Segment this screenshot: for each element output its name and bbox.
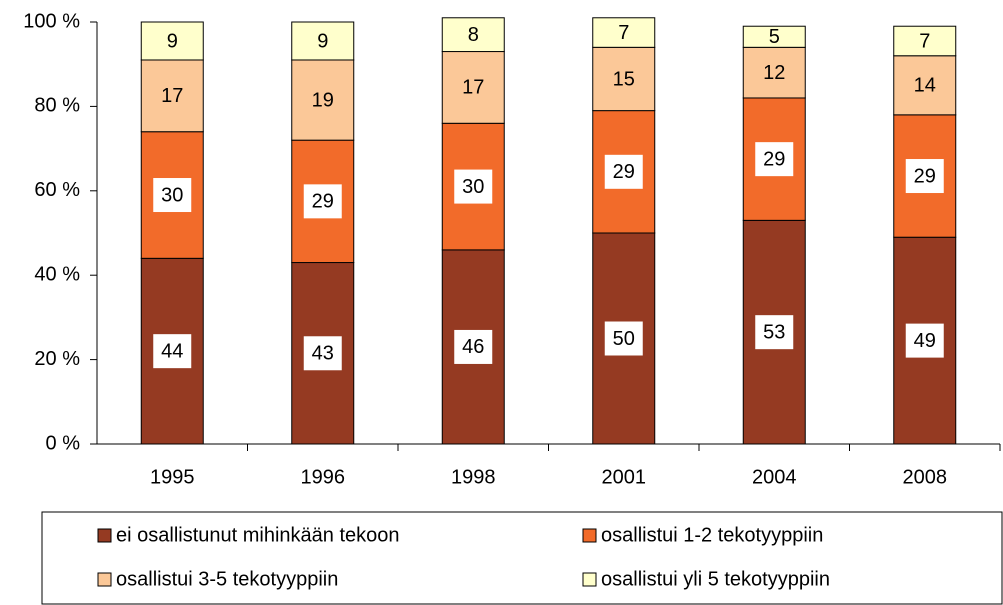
- legend-swatch: [582, 528, 597, 543]
- data-label: 30: [462, 176, 484, 198]
- y-tick-label: 0 %: [46, 432, 81, 454]
- legend-label: osallistui yli 5 tekotyyppiin: [601, 568, 830, 590]
- bar-segment: [893, 236, 957, 445]
- bar-segment: [893, 25, 957, 57]
- data-label: 29: [312, 191, 334, 213]
- data-label: 12: [763, 62, 785, 84]
- label-box: [755, 315, 794, 350]
- data-label: 29: [763, 148, 785, 170]
- x-tick-label: 2004: [752, 466, 797, 488]
- label-box: [454, 169, 493, 204]
- data-label: 29: [914, 165, 936, 187]
- x-tick-label: 2008: [903, 466, 948, 488]
- data-label: 49: [914, 330, 936, 352]
- label-box: [755, 142, 794, 177]
- label-box: [604, 321, 643, 356]
- legend-swatch: [582, 572, 597, 587]
- bar-segment: [441, 51, 505, 124]
- data-label: 53: [763, 321, 785, 343]
- legend-swatch: [97, 572, 112, 587]
- legend-label: osallistui 1-2 tekotyyppiin: [601, 524, 823, 546]
- data-label: 44: [161, 340, 183, 362]
- label-box: [905, 323, 944, 358]
- bar-segment: [291, 21, 355, 61]
- y-tick-label: 60 %: [34, 179, 80, 201]
- data-label: 9: [317, 30, 328, 52]
- data-label: 50: [613, 328, 635, 350]
- bar-segment: [592, 46, 656, 112]
- bar-segment: [893, 55, 957, 116]
- label-box: [303, 336, 342, 371]
- x-tick-label: 1995: [150, 466, 195, 488]
- data-label: 17: [161, 85, 183, 107]
- x-tick-label: 2001: [602, 466, 647, 488]
- data-label: 5: [769, 26, 780, 48]
- data-label: 46: [462, 336, 484, 358]
- label-box: [604, 154, 643, 189]
- legend-swatch: [97, 528, 112, 543]
- data-label: 17: [462, 77, 484, 99]
- data-label: 30: [161, 184, 183, 206]
- data-label: 29: [613, 161, 635, 183]
- bar-segment: [140, 59, 204, 133]
- bar-segment: [742, 25, 806, 48]
- y-tick-label: 100 %: [23, 10, 80, 32]
- y-tick-label: 20 %: [34, 348, 80, 370]
- bar-segment: [140, 21, 204, 61]
- label-box: [303, 184, 342, 219]
- legend-label: ei osallistunut mihinkään tekoon: [116, 524, 400, 546]
- legend-box: [41, 511, 1003, 605]
- data-label: 8: [468, 24, 479, 46]
- data-label: 7: [618, 22, 629, 44]
- data-label: 15: [613, 68, 635, 90]
- x-tick-label: 1996: [301, 466, 346, 488]
- bar-segment: [441, 17, 505, 53]
- data-label: 9: [167, 30, 178, 52]
- y-tick-label: 40 %: [34, 263, 80, 285]
- data-label: 14: [914, 75, 936, 97]
- legend-label: osallistui 3-5 tekotyyppiin: [116, 568, 338, 590]
- data-label: 43: [312, 343, 334, 365]
- label-box: [153, 334, 192, 369]
- x-tick-label: 1998: [451, 466, 496, 488]
- label-box: [153, 178, 192, 213]
- label-box: [905, 159, 944, 194]
- label-box: [454, 329, 493, 364]
- data-label: 19: [312, 89, 334, 111]
- y-tick-label: 80 %: [34, 95, 80, 117]
- data-label: 7: [919, 30, 930, 52]
- bar-segment: [592, 17, 656, 48]
